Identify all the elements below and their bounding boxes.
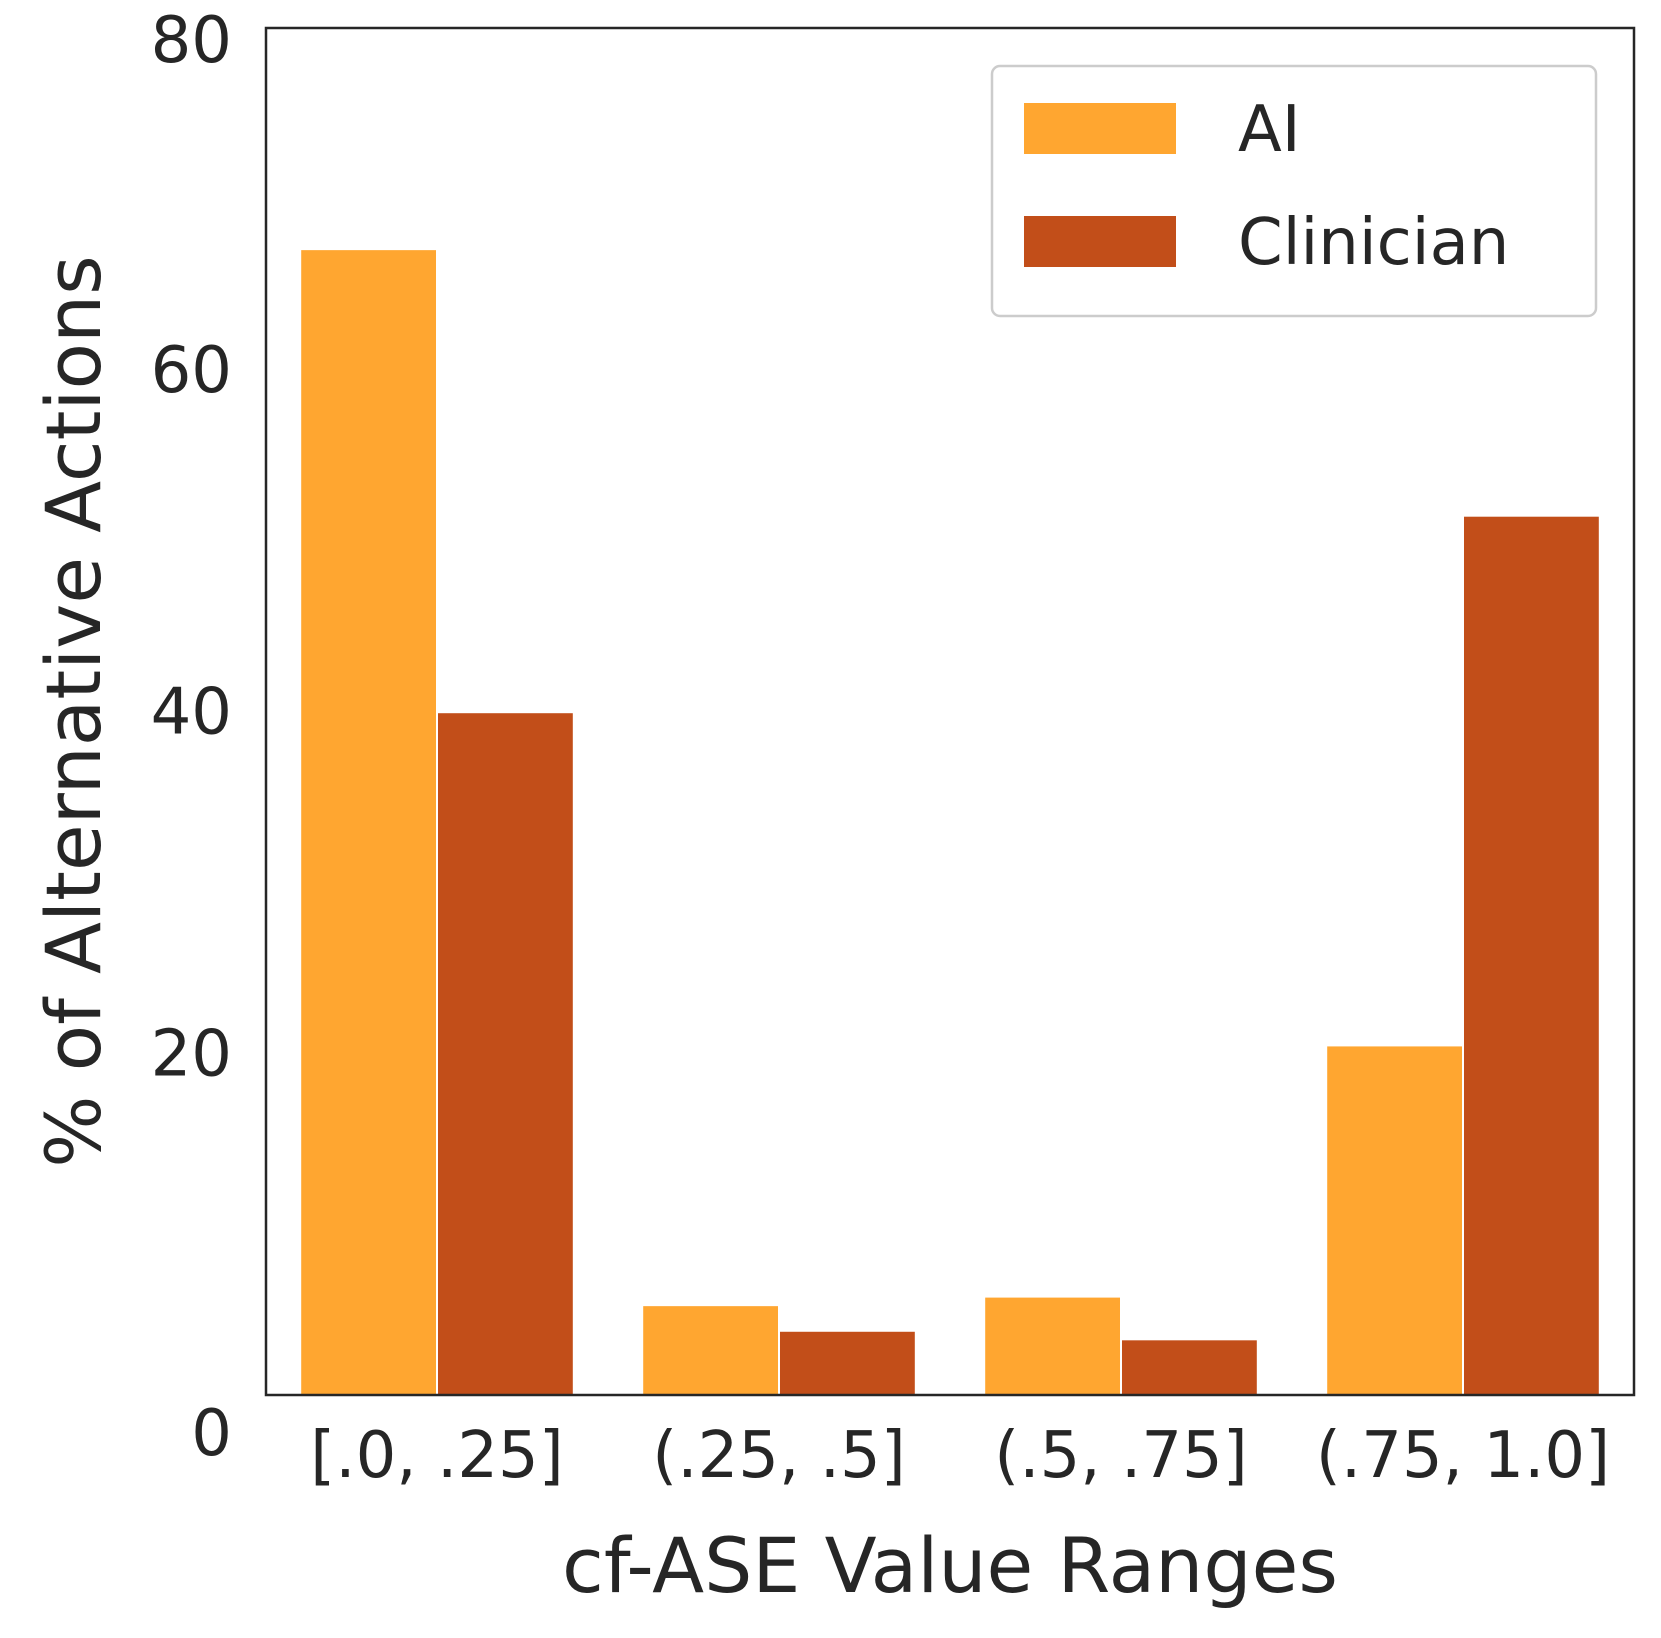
x-tick-label: [.0, .25] <box>310 1419 563 1493</box>
bars-group <box>301 250 1599 1396</box>
x-tick-labels: [.0, .25] (.25, .5] (.5, .75] (.75, 1.0] <box>310 1419 1610 1493</box>
legend-swatch-clinician <box>1024 216 1176 267</box>
y-tick-label: 20 <box>151 1017 232 1091</box>
y-tick-label: 40 <box>151 676 232 750</box>
y-tick-label: 80 <box>151 4 232 78</box>
legend-swatch-ai <box>1024 103 1176 154</box>
bar-ai-3 <box>1327 1046 1462 1395</box>
y-axis-label: % of Alternative Actions <box>29 255 118 1168</box>
y-tick-label: 0 <box>191 1397 232 1471</box>
x-axis-label: cf-ASE Value Ranges <box>562 1521 1338 1610</box>
x-tick-label: (.75, 1.0] <box>1316 1419 1610 1493</box>
bar-clinician-3 <box>1464 516 1599 1395</box>
bar-clinician-1 <box>780 1331 915 1395</box>
bar-clinician-2 <box>1122 1340 1257 1395</box>
y-tick-labels: 0 20 40 60 80 <box>151 4 232 1471</box>
legend: AI Clinician <box>990 64 1598 318</box>
legend-label-clinician: Clinician <box>1238 206 1509 280</box>
bar-clinician-0 <box>438 713 573 1395</box>
bar-ai-0 <box>301 250 436 1396</box>
y-tick-label: 60 <box>151 334 232 408</box>
legend-label-ai: AI <box>1238 93 1301 167</box>
x-tick-label: (.5, .75] <box>994 1419 1247 1493</box>
bar-ai-1 <box>643 1306 778 1395</box>
plot-frame <box>264 26 1636 1397</box>
bar-ai-2 <box>985 1297 1120 1395</box>
x-tick-label: (.25, .5] <box>652 1419 905 1493</box>
